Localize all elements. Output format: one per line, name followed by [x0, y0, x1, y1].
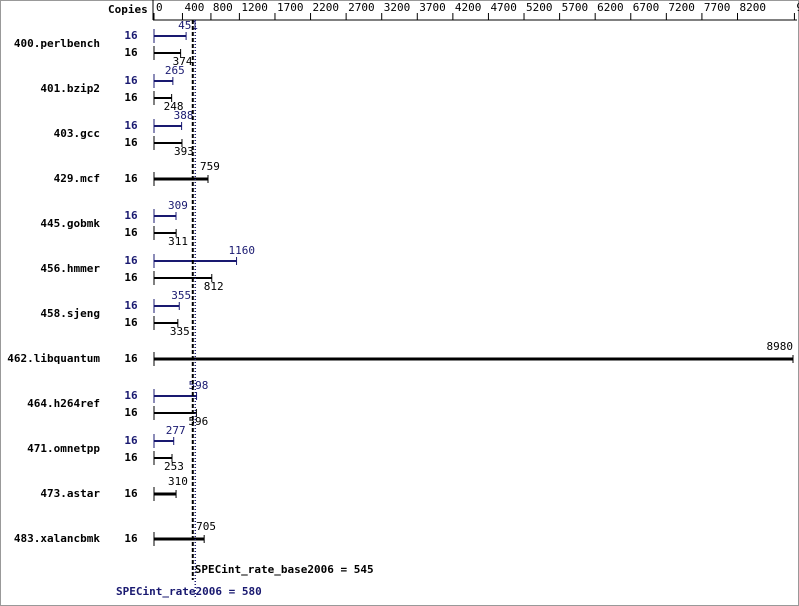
copies-header: Copies [108, 3, 148, 16]
copies: 16 [124, 136, 138, 149]
copies: 16 [124, 451, 138, 464]
x-tick-label: 400 [184, 1, 204, 14]
category-label: 462.libquantum [7, 352, 100, 365]
value-label: 1160 [229, 244, 256, 257]
copies: 16 [124, 226, 138, 239]
value-label: 248 [164, 100, 184, 113]
category-label: 458.sjeng [40, 307, 100, 320]
value-label: 355 [171, 289, 191, 302]
category-label: 445.gobmk [40, 217, 100, 230]
category-label: 464.h264ref [27, 397, 100, 410]
copies: 16 [124, 316, 138, 329]
value-label: 277 [166, 424, 186, 437]
category-label: 483.xalancbmk [14, 532, 100, 545]
x-tick-label: 5700 [562, 1, 589, 14]
value-label: 759 [200, 160, 220, 173]
x-tick-label: 8200 [739, 1, 766, 14]
copies: 16 [124, 74, 138, 87]
category-label: 456.hmmer [40, 262, 100, 275]
x-tick-label: 6700 [633, 1, 660, 14]
category-label: 473.astar [40, 487, 100, 500]
value-label: 8980 [767, 340, 794, 353]
x-tick-label: 0 [156, 1, 163, 14]
value-label: 310 [168, 475, 188, 488]
category-label: 403.gcc [54, 127, 100, 140]
copies: 16 [124, 91, 138, 104]
copies: 16 [124, 29, 138, 42]
x-tick-label: 7700 [704, 1, 731, 14]
value-label: 265 [165, 64, 185, 77]
copies: 16 [124, 532, 138, 545]
copies: 16 [124, 487, 138, 500]
x-tick-label: 800 [213, 1, 233, 14]
copies: 16 [124, 46, 138, 59]
value-label: 812 [204, 280, 224, 293]
value-label: 393 [174, 145, 194, 158]
category-label: 429.mcf [54, 172, 100, 185]
category-label: 471.omnetpp [27, 442, 100, 455]
value-label: 705 [196, 520, 216, 533]
x-tick-label: 1700 [277, 1, 304, 14]
x-tick-label: 9000 [796, 1, 799, 14]
copies: 16 [124, 406, 138, 419]
x-tick-label: 4700 [490, 1, 517, 14]
x-tick-label: 4200 [455, 1, 482, 14]
reference-label: SPECint_rate2006 = 580 [116, 585, 262, 598]
copies: 16 [124, 434, 138, 447]
x-tick-label: 3200 [384, 1, 411, 14]
copies: 16 [124, 389, 138, 402]
copies: 16 [124, 209, 138, 222]
value-label: 374 [173, 55, 193, 68]
copies: 16 [124, 119, 138, 132]
copies: 16 [124, 271, 138, 284]
x-tick-label: 2700 [348, 1, 375, 14]
value-label: 335 [170, 325, 190, 338]
x-tick-label: 3700 [419, 1, 446, 14]
x-tick-label: 5200 [526, 1, 553, 14]
copies: 16 [124, 352, 138, 365]
x-tick-label: 6200 [597, 1, 624, 14]
x-tick-label: 1200 [241, 1, 268, 14]
reference-label: SPECint_rate_base2006 = 545 [195, 563, 374, 576]
category-label: 400.perlbench [14, 37, 100, 50]
value-label: 598 [189, 379, 209, 392]
x-tick-label: 7200 [668, 1, 695, 14]
value-label: 388 [174, 109, 194, 122]
x-tick-label: 2200 [313, 1, 340, 14]
value-label: 596 [188, 415, 208, 428]
value-label: 311 [168, 235, 188, 248]
value-label: 253 [164, 460, 184, 473]
value-label: 309 [168, 199, 188, 212]
copies: 16 [124, 299, 138, 312]
copies: 16 [124, 172, 138, 185]
category-label: 401.bzip2 [40, 82, 100, 95]
copies: 16 [124, 254, 138, 267]
